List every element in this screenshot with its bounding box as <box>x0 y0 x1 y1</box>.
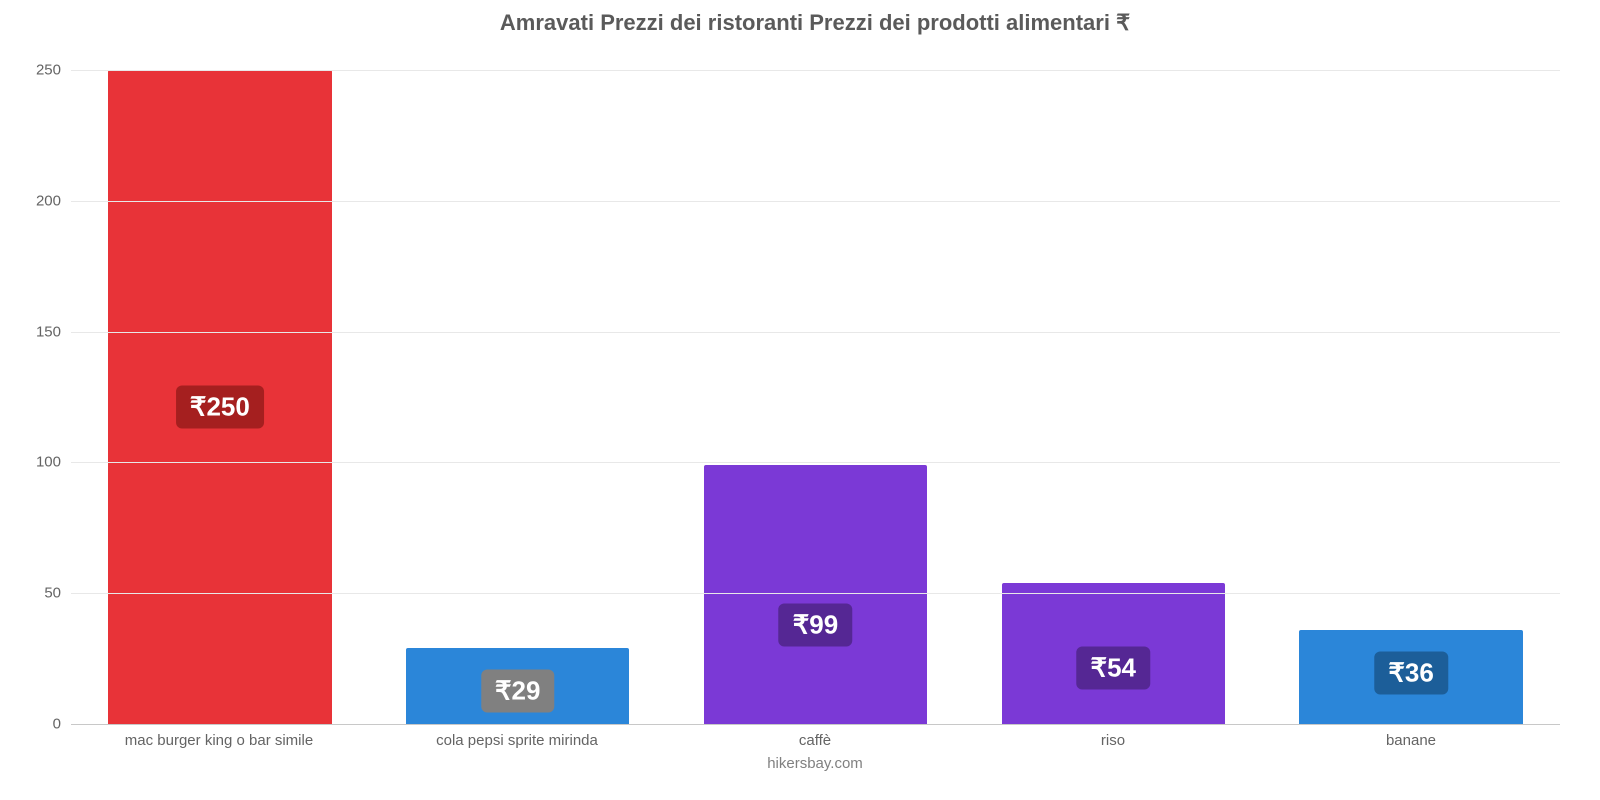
y-tick-label: 150 <box>36 323 71 340</box>
x-axis-label: mac burger king o bar simile <box>70 732 368 749</box>
bar-slot: ₹54 <box>964 44 1262 724</box>
bar: ₹250 <box>108 70 331 724</box>
bar-value-label: ₹29 <box>481 670 554 713</box>
bar-value-label: ₹54 <box>1077 647 1150 690</box>
y-tick-label: 250 <box>36 62 71 79</box>
price-bar-chart: Amravati Prezzi dei ristoranti Prezzi de… <box>0 0 1600 800</box>
bar-slot: ₹29 <box>369 44 667 724</box>
bars-row: ₹250 ₹29 ₹99 ₹54 ₹36 <box>71 44 1560 724</box>
bar: ₹54 <box>1002 583 1225 724</box>
bar: ₹36 <box>1299 630 1522 724</box>
x-axis-label: banane <box>1262 732 1560 749</box>
bar-value-label: ₹99 <box>779 603 852 646</box>
x-axis-label: cola pepsi sprite mirinda <box>368 732 666 749</box>
bar: ₹99 <box>704 465 927 724</box>
bar-slot: ₹99 <box>667 44 965 724</box>
bar-value-label: ₹250 <box>176 386 264 429</box>
y-tick-label: 0 <box>53 716 71 733</box>
gridline <box>71 593 1560 594</box>
x-axis-labels: mac burger king o bar similecola pepsi s… <box>70 732 1560 749</box>
chart-title: Amravati Prezzi dei ristoranti Prezzi de… <box>70 10 1560 36</box>
chart-footer-credit: hikersbay.com <box>70 755 1560 772</box>
bar-value-label: ₹36 <box>1374 651 1447 694</box>
bar-slot: ₹36 <box>1262 44 1560 724</box>
gridline <box>71 201 1560 202</box>
bar: ₹29 <box>406 648 629 724</box>
plot-area: ₹250₹29₹99₹54₹36 050100150200250 <box>70 44 1560 724</box>
gridline <box>71 724 1560 725</box>
bar-slot: ₹250 <box>71 44 369 724</box>
gridline <box>71 332 1560 333</box>
gridline <box>71 462 1560 463</box>
gridline <box>71 70 1560 71</box>
y-tick-label: 200 <box>36 192 71 209</box>
y-tick-label: 100 <box>36 454 71 471</box>
x-axis-label: riso <box>964 732 1262 749</box>
x-axis-label: caffè <box>666 732 964 749</box>
y-tick-label: 50 <box>44 585 71 602</box>
